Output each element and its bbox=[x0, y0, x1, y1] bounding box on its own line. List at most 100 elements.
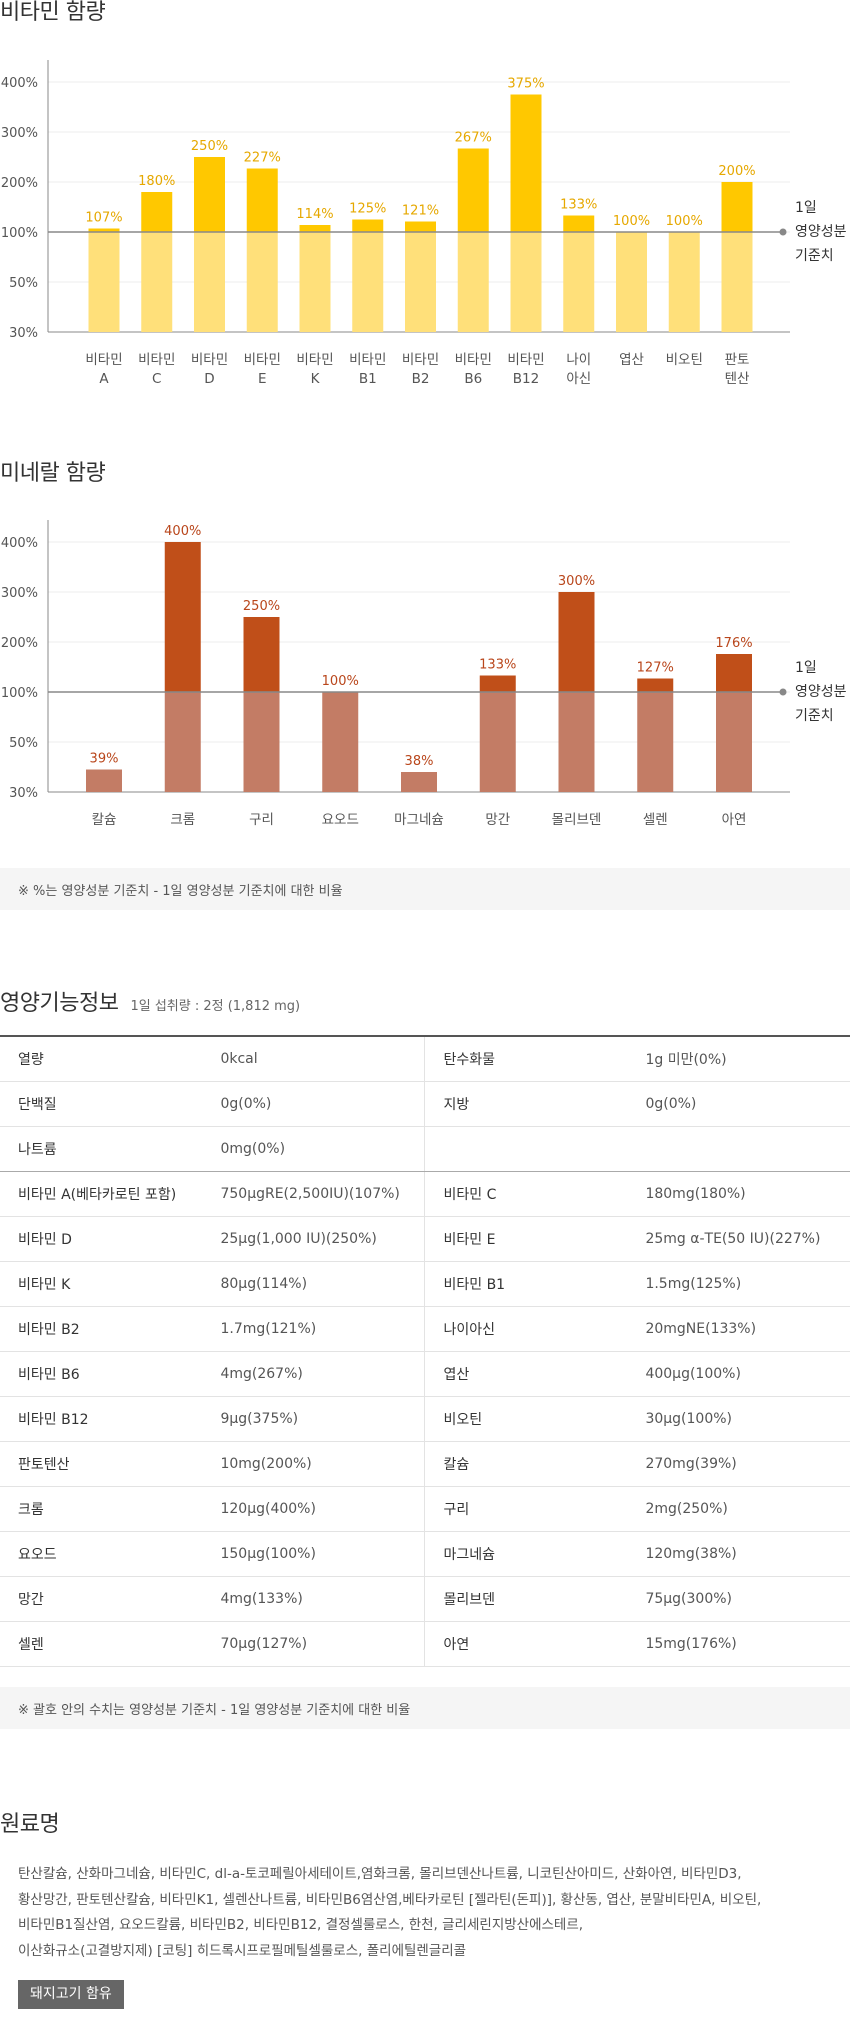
mineral-section-title: 미네랄 함량 bbox=[0, 461, 106, 486]
nutrient-value: 1g 미만(0%) bbox=[627, 1036, 850, 1082]
nutrient-value: 1.7mg(121%) bbox=[202, 1306, 426, 1352]
nutrient-name: 나트륨 bbox=[0, 1126, 203, 1172]
x-tick-label: 비타민 bbox=[244, 352, 281, 368]
bar-value-label: 100% bbox=[666, 214, 703, 229]
bar-over-segment bbox=[243, 617, 280, 692]
x-tick-label: 비타민 bbox=[191, 352, 228, 368]
x-tick-label: B2 bbox=[412, 371, 430, 387]
nutrient-name: 비타민 D bbox=[0, 1216, 203, 1262]
nutrient-name: 아연 bbox=[424, 1621, 628, 1667]
nutrient-name: 단백질 bbox=[0, 1081, 203, 1127]
x-tick-label: 비오틴 bbox=[666, 352, 703, 368]
nutrient-name: 비타민 E bbox=[424, 1216, 628, 1262]
nutrient-name: 마그네슘 bbox=[424, 1531, 628, 1577]
bar-over-segment bbox=[563, 215, 595, 232]
x-tick-label: 비타민 bbox=[85, 352, 122, 368]
bar-base-segment bbox=[88, 232, 120, 332]
nutrient-value: 270mg(39%) bbox=[627, 1441, 850, 1487]
bar-over-segment bbox=[88, 228, 120, 232]
bar-value-label: 114% bbox=[296, 207, 333, 222]
bar-base-segment bbox=[194, 232, 225, 332]
nutrition-row: 요오드 150μg(100%) 마그네슘 120mg(38%) bbox=[0, 1531, 850, 1577]
nutrient-name: 비타민 B6 bbox=[0, 1351, 203, 1397]
nutrient-value: 4mg(267%) bbox=[202, 1351, 426, 1397]
plot-area: 30% 50% 100% 200% 300% 400% 107% 비타민 A 180% 비타민 C 25… bbox=[1, 60, 847, 387]
nutrient-name: 비타민 C bbox=[424, 1171, 628, 1217]
bar-value-label: 125% bbox=[349, 202, 386, 217]
bar-over-segment bbox=[637, 678, 674, 692]
nutrient-value: 9μg(375%) bbox=[202, 1396, 426, 1442]
nutrient-name: 비타민 K bbox=[0, 1261, 203, 1307]
nutrient-name: 엽산 bbox=[424, 1351, 628, 1397]
vitamin-chart: 30% 50% 100% 200% 300% 400% 107% 비타민 A 180% 비타민 C 25… bbox=[1, 60, 847, 387]
nutrient-name: 몰리브덴 bbox=[424, 1576, 628, 1622]
nutrition-row: 비타민 D 25μg(1,000 IU)(250%) 비타민 E 25mg α-TE(… bbox=[0, 1216, 850, 1262]
nutrient-name: 비타민 A(베타카로틴 포함) bbox=[0, 1171, 203, 1217]
x-tick-label: 비타민 bbox=[349, 352, 386, 368]
bar-value-label: 375% bbox=[507, 77, 544, 92]
ingredients-title: 원료명 bbox=[0, 1812, 60, 1837]
reference-legend-label: 1일 bbox=[795, 200, 817, 216]
nutrient-value: 15mg(176%) bbox=[627, 1621, 850, 1667]
bar-base-segment bbox=[457, 232, 489, 332]
nutrient-value: 0mg(0%) bbox=[202, 1126, 426, 1172]
mineral-chart: 30% 50% 100% 200% 300% 400% 39% 칼슘 400% 크롬 250% 구리 1… bbox=[1, 520, 847, 828]
bar-over-segment bbox=[510, 94, 542, 232]
nutrient-value: 120μg(400%) bbox=[202, 1486, 426, 1532]
bar-base-segment bbox=[299, 232, 331, 332]
bar-base-segment bbox=[563, 232, 595, 332]
nutrient-value: 30μg(100%) bbox=[627, 1396, 850, 1442]
nutrient-value: 0g(0%) bbox=[202, 1081, 426, 1127]
nutrient-value: 120mg(38%) bbox=[627, 1531, 850, 1577]
ingredients-list: 탄산칼슘, 산화마그네슘, 비타민C, dl-a-토코페릴아세테이트,염화크롬,… bbox=[18, 1862, 828, 1964]
x-tick-label: 나이 bbox=[566, 352, 591, 368]
nutrition-row: 비타민 K 80μg(114%) 비타민 B1 1.5mg(125%) bbox=[0, 1261, 850, 1307]
nutrient-name: 판토텐산 bbox=[0, 1441, 203, 1487]
nutrient-value: 2mg(250%) bbox=[627, 1486, 850, 1532]
bar-over-segment bbox=[246, 168, 278, 232]
nutrient-value: 4mg(133%) bbox=[202, 1576, 426, 1622]
allergen-badge: 돼지고기 함유 bbox=[18, 1980, 124, 2009]
x-tick-label: 마그네슘 bbox=[394, 812, 444, 828]
x-tick-label: 비타민 bbox=[138, 352, 175, 368]
bar-over-segment bbox=[164, 542, 201, 692]
bar-over-segment bbox=[299, 225, 331, 232]
y-tick-label: 50% bbox=[9, 276, 38, 291]
bar-base-segment bbox=[558, 692, 595, 792]
nutrient-name: 탄수화물 bbox=[424, 1036, 628, 1082]
reference-legend-label: 기준치 bbox=[795, 248, 834, 264]
bar-over-segment bbox=[457, 148, 489, 232]
nutrient-name: 요오드 bbox=[0, 1531, 203, 1577]
bar-base-segment bbox=[243, 692, 280, 792]
reference-legend-label: 1일 bbox=[795, 660, 817, 676]
y-tick-label: 100% bbox=[1, 226, 38, 241]
x-tick-label: 아신 bbox=[566, 371, 591, 387]
bar-value-label: 127% bbox=[637, 661, 674, 676]
bar-value-label: 267% bbox=[455, 131, 492, 146]
nutrition-row: 망간 4mg(133%) 몰리브덴 75μg(300%) bbox=[0, 1576, 850, 1622]
x-tick-label: 엽산 bbox=[619, 352, 644, 368]
y-tick-label: 300% bbox=[1, 126, 38, 141]
bar-base-segment bbox=[246, 232, 278, 332]
bar-over-segment bbox=[479, 675, 516, 692]
nutrition-header: 영양기능정보 1일 섭취량 : 2정 (1,812 mg) bbox=[0, 985, 300, 1017]
nutrient-value: 75μg(300%) bbox=[627, 1576, 850, 1622]
bar-over-segment bbox=[558, 592, 595, 692]
x-tick-label: A bbox=[99, 371, 109, 387]
bar-value-label: 121% bbox=[402, 204, 439, 219]
y-tick-label: 30% bbox=[9, 786, 38, 801]
y-tick-label: 300% bbox=[1, 586, 38, 601]
nutrition-row: 셀렌 70μg(127%) 아연 15mg(176%) bbox=[0, 1621, 850, 1667]
y-tick-label: 100% bbox=[1, 686, 38, 701]
x-tick-label: 크롬 bbox=[170, 812, 195, 828]
reference-legend-label: 영양성분 bbox=[795, 684, 847, 700]
reference-marker bbox=[779, 688, 787, 696]
y-tick-label: 30% bbox=[9, 326, 38, 341]
bar-value-label: 100% bbox=[322, 674, 359, 689]
bar-base-segment bbox=[401, 772, 437, 792]
nutrition-row: 비타민 B12 9μg(375%) 비오틴 30μg(100%) bbox=[0, 1396, 850, 1442]
bar-over-segment bbox=[141, 192, 173, 232]
nutrition-row: 나트륨 0mg(0%) bbox=[0, 1126, 850, 1172]
nutrient-value: 400μg(100%) bbox=[627, 1351, 850, 1397]
x-tick-label: B12 bbox=[513, 371, 539, 387]
